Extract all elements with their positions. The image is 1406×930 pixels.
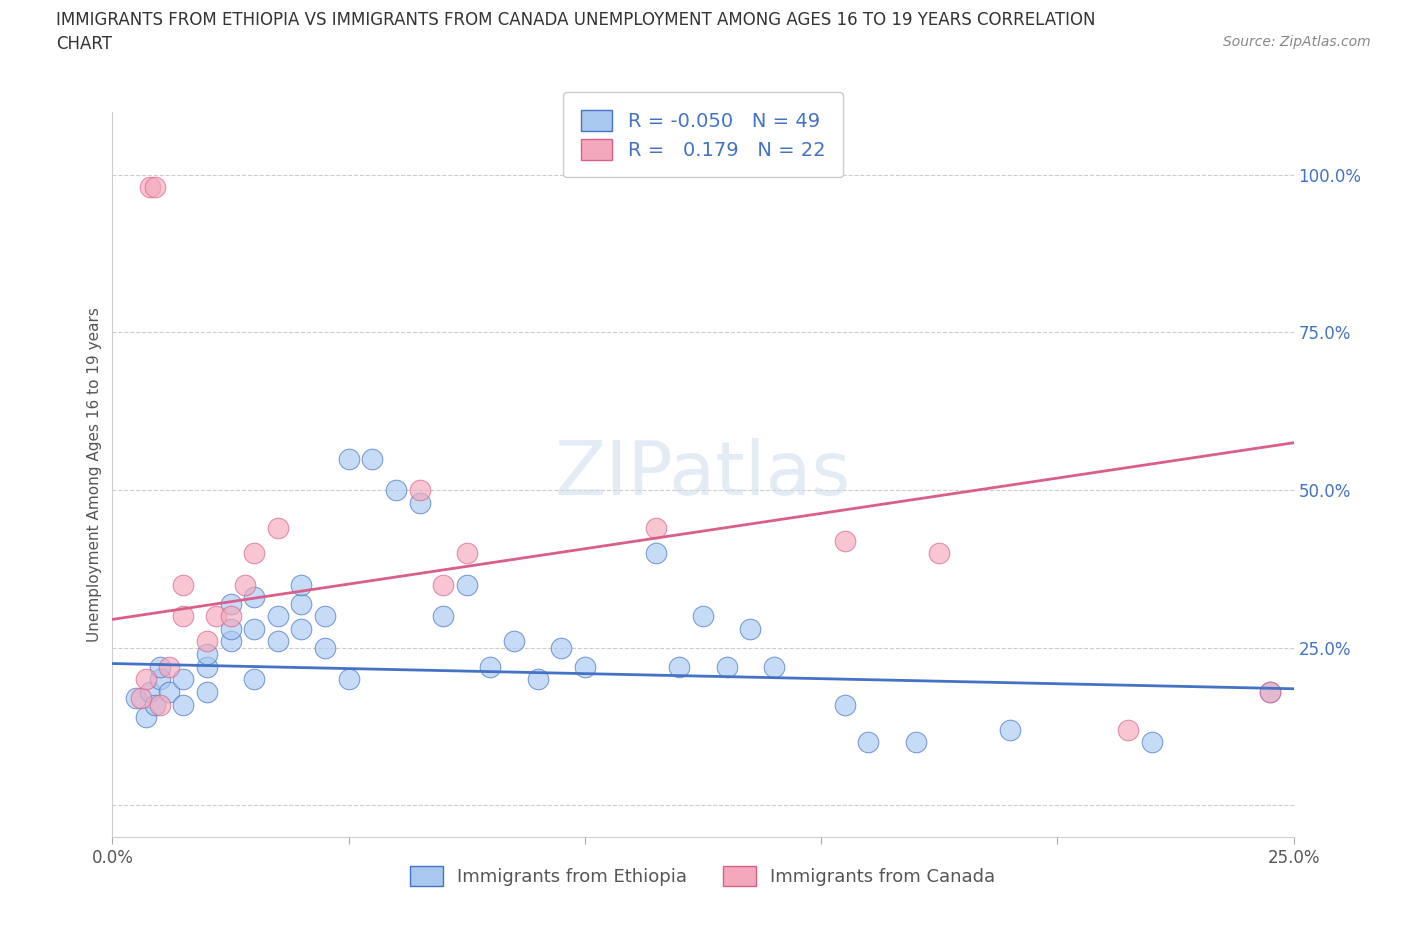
Point	[267, 609, 290, 624]
Point	[143, 698, 166, 712]
Point	[337, 451, 360, 466]
Point	[456, 546, 478, 561]
Point	[243, 671, 266, 686]
Point	[858, 735, 880, 750]
Point	[143, 179, 166, 194]
Point	[408, 496, 430, 511]
Y-axis label: Unemployment Among Ages 16 to 19 years: Unemployment Among Ages 16 to 19 years	[87, 307, 103, 642]
Point	[195, 634, 218, 649]
Point	[456, 578, 478, 592]
Point	[157, 684, 180, 699]
Point	[205, 609, 228, 624]
Point	[526, 671, 548, 686]
Point	[267, 521, 290, 536]
Point	[1116, 723, 1139, 737]
Point	[998, 723, 1021, 737]
Point	[219, 621, 242, 636]
Point	[904, 735, 927, 750]
Point	[314, 609, 336, 624]
Point	[233, 578, 256, 592]
Point	[1258, 684, 1281, 699]
Point	[243, 546, 266, 561]
Point	[503, 634, 526, 649]
Point	[834, 698, 856, 712]
Point	[267, 634, 290, 649]
Point	[574, 659, 596, 674]
Text: ZIPatlas: ZIPatlas	[555, 438, 851, 511]
Point	[740, 621, 762, 636]
Point	[243, 621, 266, 636]
Point	[314, 641, 336, 656]
Point	[337, 671, 360, 686]
Point	[479, 659, 502, 674]
Point	[668, 659, 690, 674]
Text: IMMIGRANTS FROM ETHIOPIA VS IMMIGRANTS FROM CANADA UNEMPLOYMENT AMONG AGES 16 TO: IMMIGRANTS FROM ETHIOPIA VS IMMIGRANTS F…	[56, 11, 1095, 29]
Point	[716, 659, 738, 674]
Point	[195, 659, 218, 674]
Point	[1258, 684, 1281, 699]
Point	[834, 533, 856, 548]
Point	[172, 609, 194, 624]
Point	[290, 621, 312, 636]
Point	[139, 179, 162, 194]
Legend: Immigrants from Ethiopia, Immigrants from Canada: Immigrants from Ethiopia, Immigrants fro…	[404, 859, 1002, 893]
Point	[385, 483, 408, 498]
Point	[129, 691, 152, 706]
Point	[550, 641, 572, 656]
Point	[172, 698, 194, 712]
Point	[408, 483, 430, 498]
Text: Source: ZipAtlas.com: Source: ZipAtlas.com	[1223, 35, 1371, 49]
Point	[928, 546, 950, 561]
Point	[149, 659, 172, 674]
Point	[644, 521, 666, 536]
Point	[139, 684, 162, 699]
Point	[172, 578, 194, 592]
Point	[219, 609, 242, 624]
Point	[172, 671, 194, 686]
Point	[762, 659, 785, 674]
Point	[290, 578, 312, 592]
Point	[644, 546, 666, 561]
Point	[149, 698, 172, 712]
Point	[432, 578, 454, 592]
Point	[361, 451, 384, 466]
Point	[195, 684, 218, 699]
Point	[135, 710, 157, 724]
Point	[219, 634, 242, 649]
Text: CHART: CHART	[56, 35, 112, 53]
Point	[432, 609, 454, 624]
Point	[149, 671, 172, 686]
Point	[219, 596, 242, 611]
Point	[125, 691, 148, 706]
Point	[195, 646, 218, 661]
Point	[243, 590, 266, 604]
Point	[135, 671, 157, 686]
Point	[157, 659, 180, 674]
Point	[692, 609, 714, 624]
Point	[1140, 735, 1163, 750]
Point	[290, 596, 312, 611]
